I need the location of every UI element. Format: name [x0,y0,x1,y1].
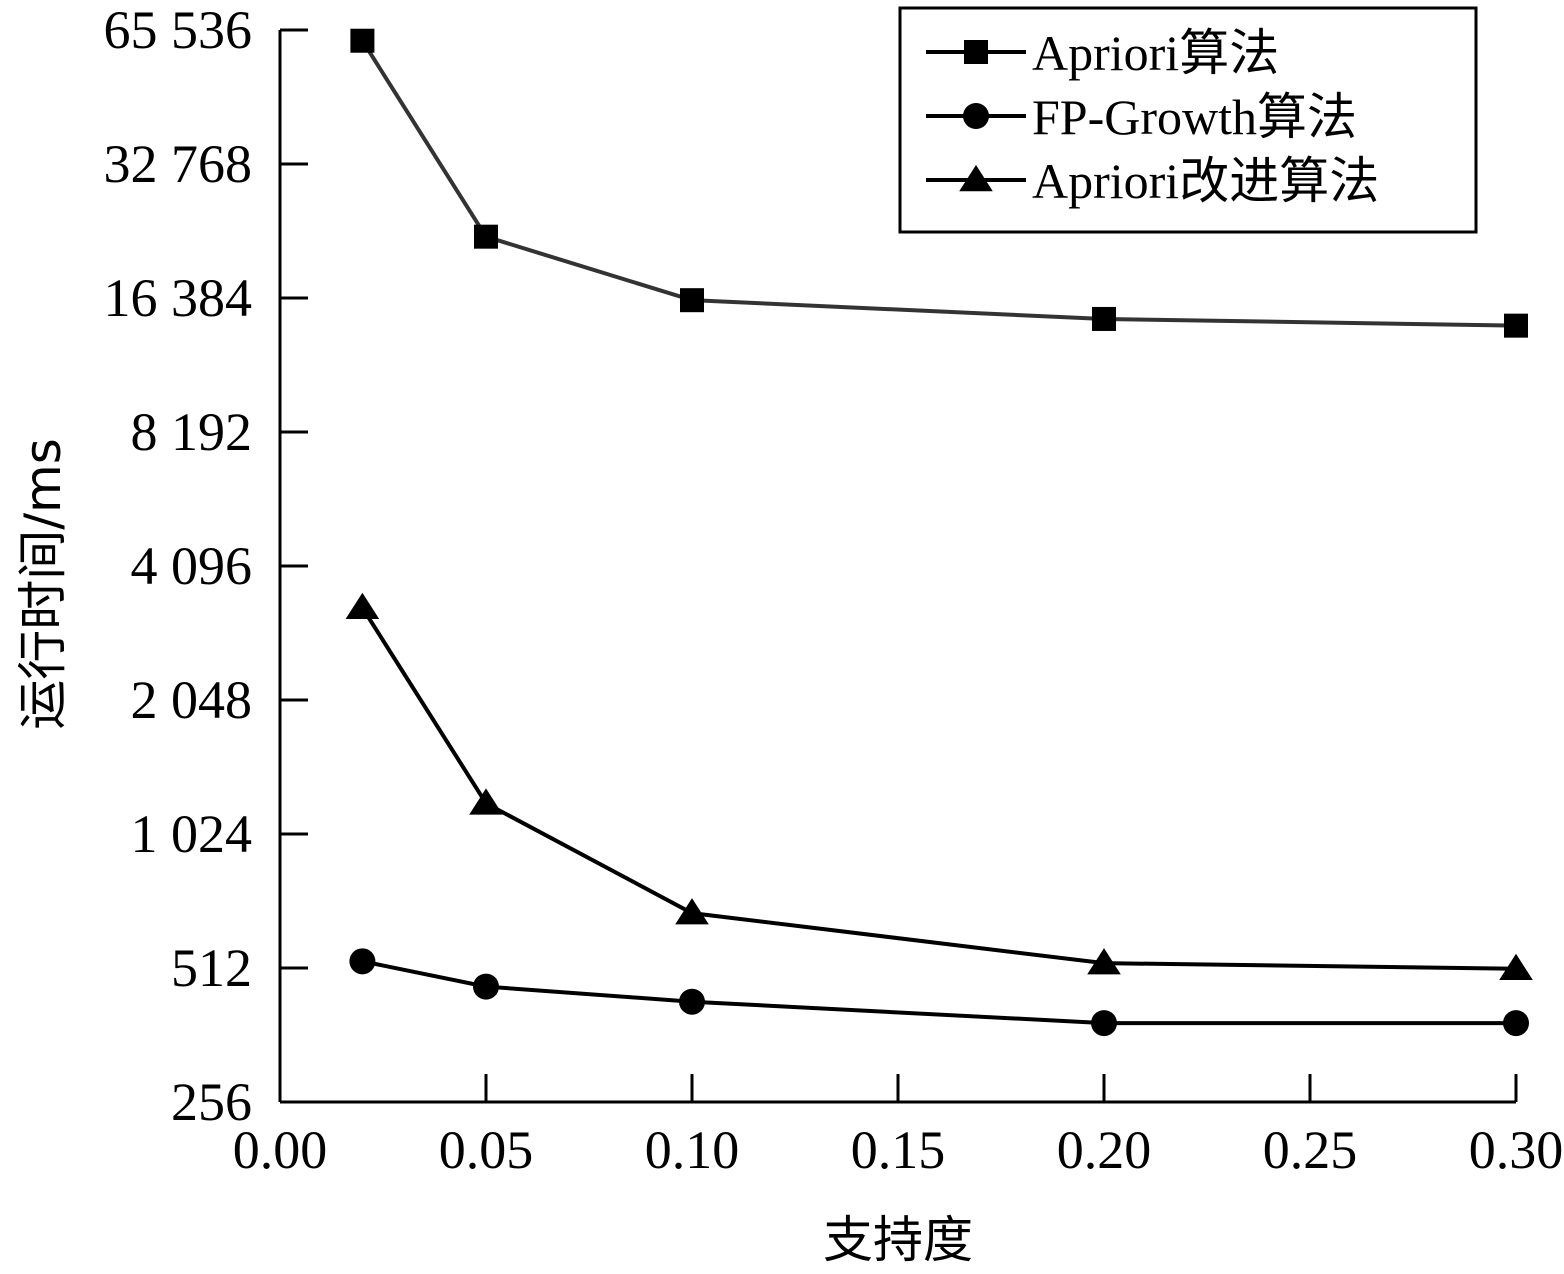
data-point-circle [679,988,705,1015]
legend: Apriori算法 FP-Growth算法 Apriori改进算法 [898,6,1478,234]
series-triangle [345,592,1533,981]
legend-label: Apriori改进算法 [1032,153,1379,209]
y-tick-label: 256 [171,1072,252,1132]
legend-marker-square [964,40,988,64]
series-circle [349,948,1529,1037]
x-tick-label: 0.00 [233,1120,328,1180]
data-point-square [474,224,498,249]
y-tick-label: 4 096 [131,536,253,596]
x-tick-label: 0.05 [439,1120,534,1180]
y-axis: 256 512 1 024 2 048 4 096 8 192 16 384 32 768 65… [104,0,308,1132]
x-tick-label: 0.25 [1263,1120,1358,1180]
y-tick-label: 512 [171,938,252,998]
data-point-triangle [345,592,380,620]
data-point-square [350,28,375,53]
data-point-square [1504,313,1528,338]
y-tick-label: 1 024 [131,804,253,864]
data-point-circle [1503,1010,1529,1037]
legend-marker-circle [963,103,989,129]
y-tick-label: 32 768 [104,134,253,194]
data-point-circle [1091,1010,1117,1037]
series-line [360,606,1517,971]
legend-marker-triangle [959,165,993,192]
x-tick-label: 0.30 [1469,1120,1564,1180]
legend-box [898,6,1478,234]
x-tick-label: 0.10 [645,1120,740,1180]
data-point-triangle [1087,948,1121,975]
data-point-square [680,288,704,313]
data-point-triangle [675,898,709,925]
y-tick-label: 65 536 [104,0,253,60]
legend-label: FP-Growth算法 [1032,89,1357,145]
series-line [361,959,1516,1026]
series-layer [345,28,1533,1037]
series-square [350,28,1528,338]
y-tick-label: 8 192 [131,402,253,462]
x-axis-title: 支持度 [823,1211,973,1269]
x-tick-label: 0.20 [1057,1120,1152,1180]
data-point-circle [349,948,376,975]
x-tick-label: 0.15 [851,1120,946,1180]
x-axis: 0.00 0.05 0.10 0.15 0.20 0.25 0.30 [233,1074,1564,1180]
data-point-square [1092,306,1116,331]
y-axis-title: 运行时间/ms [14,438,72,730]
data-point-triangle [1499,953,1533,981]
data-point-triangle [469,788,503,815]
data-point-circle [473,973,499,1000]
legend-label: Apriori算法 [1032,25,1279,81]
y-tick-label: 2 048 [131,670,253,730]
y-tick-label: 16 384 [104,268,253,328]
